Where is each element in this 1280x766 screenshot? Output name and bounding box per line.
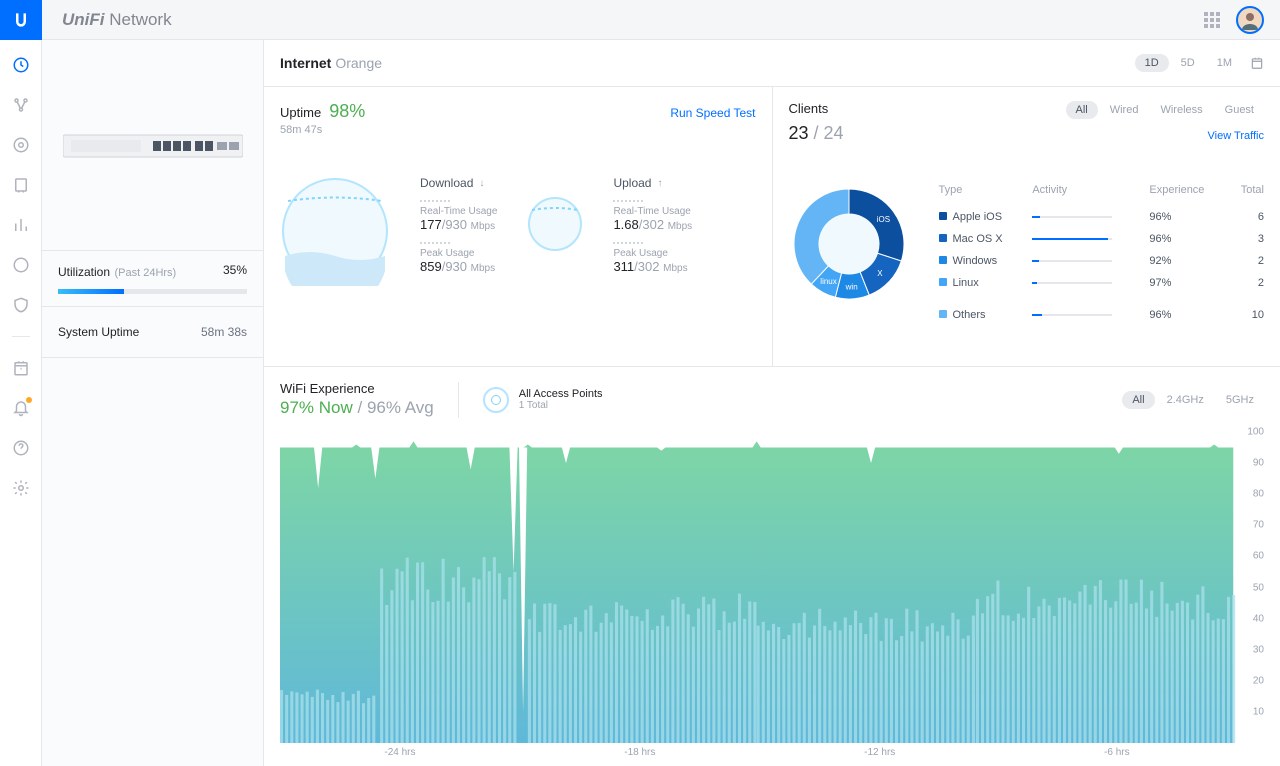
nav-topology-icon[interactable] [12,96,30,114]
main-content: Internet Orange 1D5D1M Uptime 98% Run Sp… [264,40,1280,766]
table-row: Mac OS X 96% 3 [939,228,1265,250]
access-points-block[interactable]: All Access Points 1 Total [483,387,603,413]
svg-text:*: * [19,368,22,374]
clients-panel: Clients AllWiredWirelessGuest 23 / 24 Vi… [773,87,1280,366]
internet-panel: Uptime 98% Run Speed Test 58m 47s [264,87,773,366]
brand-logo[interactable] [0,0,42,40]
client-tabs: AllWiredWirelessGuest [1066,101,1265,119]
user-avatar[interactable] [1236,6,1264,34]
wifi-section: WiFi Experience 97% Now / 96% Avg All Ac… [264,367,1280,766]
wifi-tab-2.4ghz[interactable]: 2.4GHz [1157,391,1214,409]
table-row: Others 96% 10 [939,304,1265,326]
run-speedtest-link[interactable]: Run Speed Test [670,106,755,120]
table-row [939,294,1265,304]
nav-notifications-icon[interactable] [12,399,30,417]
svg-text:linux: linux [820,277,836,286]
clients-table: Type Activity Experience Total Apple iOS… [939,184,1265,326]
nav-events-icon[interactable]: * [12,359,30,377]
nav-devices-icon[interactable] [12,136,30,154]
topbar: UniFi Network [0,0,1280,40]
svg-text:X: X [877,269,883,278]
nav-security-icon[interactable] [12,296,30,314]
apps-grid-icon[interactable] [1204,12,1220,28]
client-tab-all[interactable]: All [1066,101,1098,119]
range-tabs: 1D5D1M [1135,54,1242,72]
device-image [42,40,263,250]
upload-gauge [527,196,583,252]
table-row: Windows 92% 2 [939,250,1265,272]
client-tab-wired[interactable]: Wired [1100,101,1149,119]
wifi-tabs: All2.4GHz5GHz [1122,391,1264,409]
range-tab-1D[interactable]: 1D [1135,54,1169,72]
wifi-tab-all[interactable]: All [1122,391,1154,409]
system-uptime-row: System Uptime 58m 38s [42,307,263,358]
utilization-label: Utilization [58,265,110,279]
client-tab-wireless[interactable]: Wireless [1150,101,1212,119]
nav-iconbar: * [0,40,42,766]
internet-header: Internet Orange 1D5D1M [264,40,1280,87]
wifi-chart: 100908070605040302010 [280,432,1264,743]
wifi-tab-5ghz[interactable]: 5GHz [1216,391,1264,409]
table-row: Apple iOS 96% 6 [939,206,1265,228]
table-row: Linux 97% 2 [939,272,1265,294]
nav-clients-icon[interactable] [12,176,30,194]
nav-dashboard-icon[interactable] [12,56,30,74]
nav-help-icon[interactable] [12,439,30,457]
device-panel: Utilization (Past 24Hrs) 35% System Upti… [42,40,264,766]
utilization-row: Utilization (Past 24Hrs) 35% [42,250,263,307]
download-gauge [280,176,390,286]
range-tab-1M[interactable]: 1M [1207,54,1242,72]
nav-insights-icon[interactable] [12,256,30,274]
nav-settings-icon[interactable] [12,479,30,497]
range-tab-5D[interactable]: 5D [1171,54,1205,72]
svg-text:win: win [844,282,857,291]
clients-donut-chart: iOS Xwin linux [789,184,909,304]
calendar-icon[interactable] [1250,56,1264,70]
download-stats: Download↓ Real-Time Usage 177/930 Mbps P… [420,176,497,286]
client-tab-guest[interactable]: Guest [1215,101,1264,119]
view-traffic-link[interactable]: View Traffic [1208,130,1264,142]
svg-text:iOS: iOS [876,215,889,224]
access-point-icon [483,387,509,413]
nav-stats-icon[interactable] [12,216,30,234]
brand-title: UniFi Network [62,10,172,30]
upload-stats: Upload↑ Real-Time Usage 1.68/302 Mbps Pe… [613,176,692,286]
